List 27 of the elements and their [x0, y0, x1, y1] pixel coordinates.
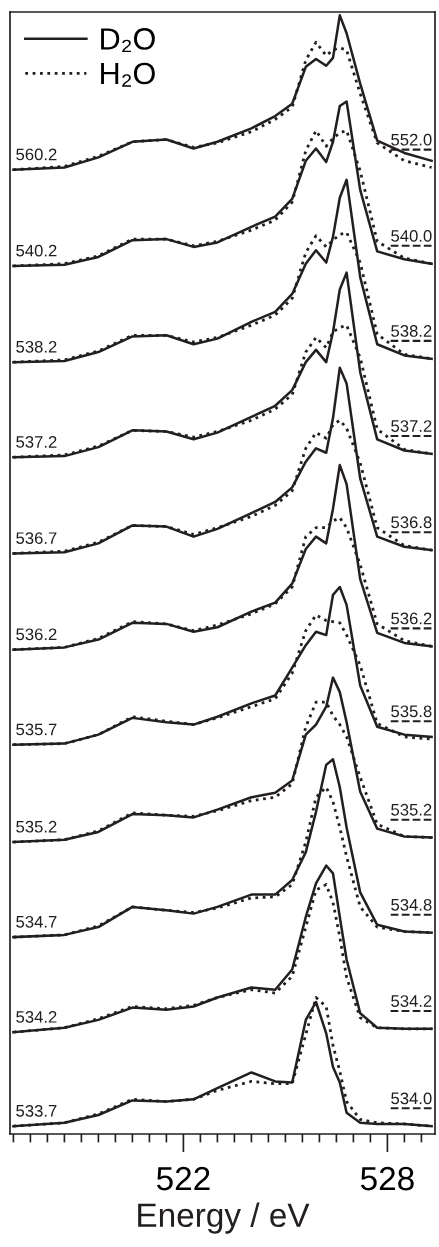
x-tick-label: 522 — [156, 1166, 210, 1191]
annotation: 552.0 — [391, 133, 432, 146]
x-tick-label: 528 — [360, 1166, 414, 1191]
annotation: 538.2 — [16, 340, 57, 353]
annotation: 534.7 — [16, 915, 57, 928]
annotation: 533.7 — [16, 1104, 57, 1117]
annotation: 534.2 — [16, 1010, 57, 1023]
annotation: 538.2 — [391, 325, 432, 337]
annotation: 536.2 — [16, 628, 57, 641]
annotation: 535.7 — [16, 723, 57, 736]
annotation: 536.8 — [391, 516, 432, 529]
annotation: 534.0 — [391, 1092, 432, 1105]
annotation: 535.8 — [391, 705, 432, 718]
annotation: 536.7 — [16, 532, 57, 545]
annotation: 534.8 — [391, 898, 432, 911]
legend-label: H₂O — [101, 62, 155, 87]
annotation: 560.2 — [16, 148, 57, 161]
annotation: 536.2 — [391, 612, 432, 625]
legend-label: D₂O — [101, 28, 155, 53]
annotation: 537.2 — [16, 436, 57, 448]
annotation: 540.0 — [391, 229, 432, 242]
annotation: 540.2 — [16, 244, 57, 257]
annotation: 535.2 — [391, 803, 432, 816]
x-axis-title: Energy / eV — [138, 1202, 310, 1234]
annotation: 537.2 — [391, 420, 432, 432]
annotation: 534.2 — [391, 995, 432, 1007]
annotation: 535.2 — [16, 820, 57, 833]
